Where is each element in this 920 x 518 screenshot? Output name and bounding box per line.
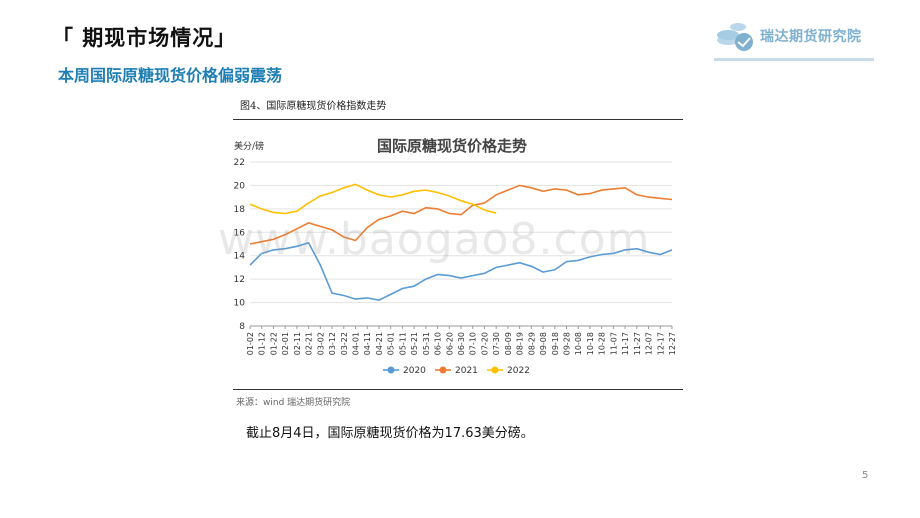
x-tick-label: 02-21 [305,332,314,355]
x-axis: 01-02 01-12 01-22 02-01 02-11 02-21 03-02 03-12… [246,325,677,355]
x-tick-label: 04-01 [352,332,361,355]
x-tick-label: 06-10 [434,332,443,355]
x-tick-label: 11-17 [621,332,630,355]
x-tick-label: 09-18 [551,332,560,355]
legend-marker-2021 [439,366,447,374]
legend-marker-2022 [491,366,499,374]
series-line-2020 [249,241,673,302]
brand-name: 瑞达期货研究院 [760,29,862,45]
y-tick-label: 18 [234,205,246,215]
x-tick-label: 12-27 [668,332,677,355]
brand-logo: 瑞达期货研究院 [714,18,874,68]
y-axis-label: 美分/磅 [234,140,264,152]
x-tick-label: 01-02 [246,332,255,355]
y-tick-label: 16 [234,228,246,238]
y-tick-label: 14 [234,252,246,262]
x-tick-label: 09-08 [539,332,548,355]
legend-label-2021[interactable]: 2021 [455,366,478,376]
y-tick-label: 8 [239,322,245,332]
x-tick-label: 10-18 [586,332,595,355]
chart-legend[interactable]: 2020 2021 2022 [383,366,530,376]
x-tick-label: 05-21 [410,332,419,355]
x-tick-label: 08-19 [516,332,525,355]
x-tick-label: 08-09 [504,332,513,355]
figure-caption: 图4、国际原糖现货价格指数走势 [240,101,387,112]
x-tick-label: 03-02 [316,332,325,355]
x-tick-label: 11-27 [633,332,642,355]
x-tick-label: 01-22 [269,332,278,355]
chart-title: 国际原糖现货价格走势 [377,137,527,155]
page-title: 「 期现市场情况」 [52,26,237,50]
x-tick-label: 12-17 [656,332,665,355]
x-tick-label: 07-30 [492,332,501,355]
x-tick-label: 10-08 [574,332,583,355]
x-tick-label: 04-11 [363,332,372,355]
y-tick-label: 12 [234,275,245,285]
x-tick-label: 06-30 [457,332,466,355]
x-tick-label: 03-22 [340,332,349,355]
y-axis: 8 10 12 14 16 18 20 22 [234,158,246,332]
x-tick-label: 05-31 [422,332,431,355]
x-tick-label: 05-11 [398,332,407,355]
price-note: 截止8月4日，国际原糖现货价格为17.63美分磅。 [246,426,534,441]
legend-label-2020[interactable]: 2020 [403,366,426,376]
y-tick-label: 10 [234,299,246,309]
page-number: 5 [862,470,869,481]
figure-top-rule [233,119,683,120]
coins-logo-icon [717,23,753,51]
x-tick-label: 01-12 [258,332,267,355]
chart-series [249,183,673,302]
figure-source: 来源：wind 瑞达期货研究院 [236,398,351,408]
x-tick-label: 03-12 [328,332,337,355]
series-line-2021 [249,184,673,245]
x-tick-label: 05-01 [387,332,396,355]
x-tick-label: 08-29 [527,332,536,355]
x-tick-label: 07-10 [469,332,478,355]
x-tick-label: 09-28 [563,332,572,355]
series-line-2022 [249,183,497,215]
page-subtitle: 本周国际原糖现货价格偏弱震荡 [58,66,283,85]
chart-grid [250,161,672,327]
brand-underline [714,58,874,61]
x-tick-label: 11-07 [609,332,618,355]
y-tick-label: 20 [234,181,246,191]
legend-label-2022[interactable]: 2022 [507,366,530,376]
x-tick-label: 02-11 [293,332,302,355]
figure-bottom-rule [233,389,683,390]
x-tick-label: 02-01 [281,332,290,355]
y-tick-label: 22 [234,158,245,168]
x-tick-label: 06-20 [445,332,454,355]
x-tick-label: 12-07 [645,332,654,355]
x-tick-label: 07-20 [480,332,489,355]
legend-marker-2020 [387,366,395,374]
x-tick-label: 04-21 [375,332,384,355]
x-tick-label: 10-28 [598,332,607,355]
